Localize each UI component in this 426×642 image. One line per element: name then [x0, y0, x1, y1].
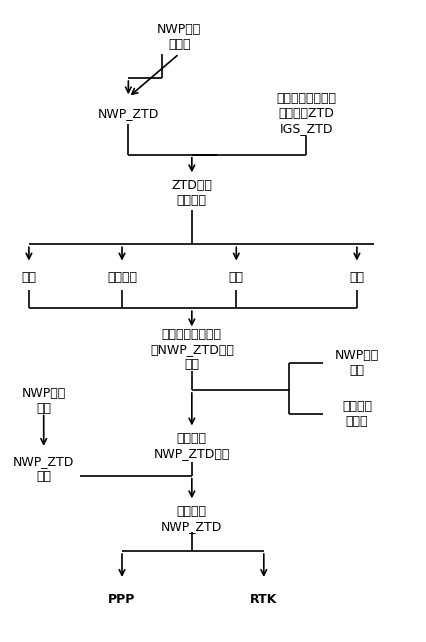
Text: PPP: PPP	[108, 593, 136, 605]
Text: NWP_ZTD
初値: NWP_ZTD 初値	[13, 455, 75, 483]
Text: 改正后的
NWP_ZTD: 改正后的 NWP_ZTD	[161, 505, 222, 533]
Text: ZTD残差
时间序列: ZTD残差 时间序列	[171, 179, 212, 207]
Text: NWP预报
资料: NWP预报 资料	[22, 387, 66, 415]
Text: 纬度: 纬度	[229, 271, 244, 284]
Text: NWP再分
析资料: NWP再分 析资料	[157, 22, 201, 51]
Text: 建立多因子约束下
的NWP_ZTD残差
模型: 建立多因子约束下 的NWP_ZTD残差 模型	[150, 328, 234, 371]
Text: RTK: RTK	[250, 593, 277, 605]
Text: 连续运行参考站网
络提供的ZTD
IGS_ZTD: 连续运行参考站网 络提供的ZTD IGS_ZTD	[276, 92, 336, 135]
Text: 相对湿度: 相对湿度	[107, 271, 137, 284]
Text: NWP_ZTD: NWP_ZTD	[98, 107, 159, 120]
Text: 改正后的
NWP_ZTD残差: 改正后的 NWP_ZTD残差	[154, 431, 230, 460]
Text: NWP预报
资料: NWP预报 资料	[335, 349, 379, 377]
Text: 温度: 温度	[21, 271, 36, 284]
Text: 季节: 季节	[349, 271, 364, 284]
Text: 观测站初
始坐标: 观测站初 始坐标	[342, 400, 372, 428]
